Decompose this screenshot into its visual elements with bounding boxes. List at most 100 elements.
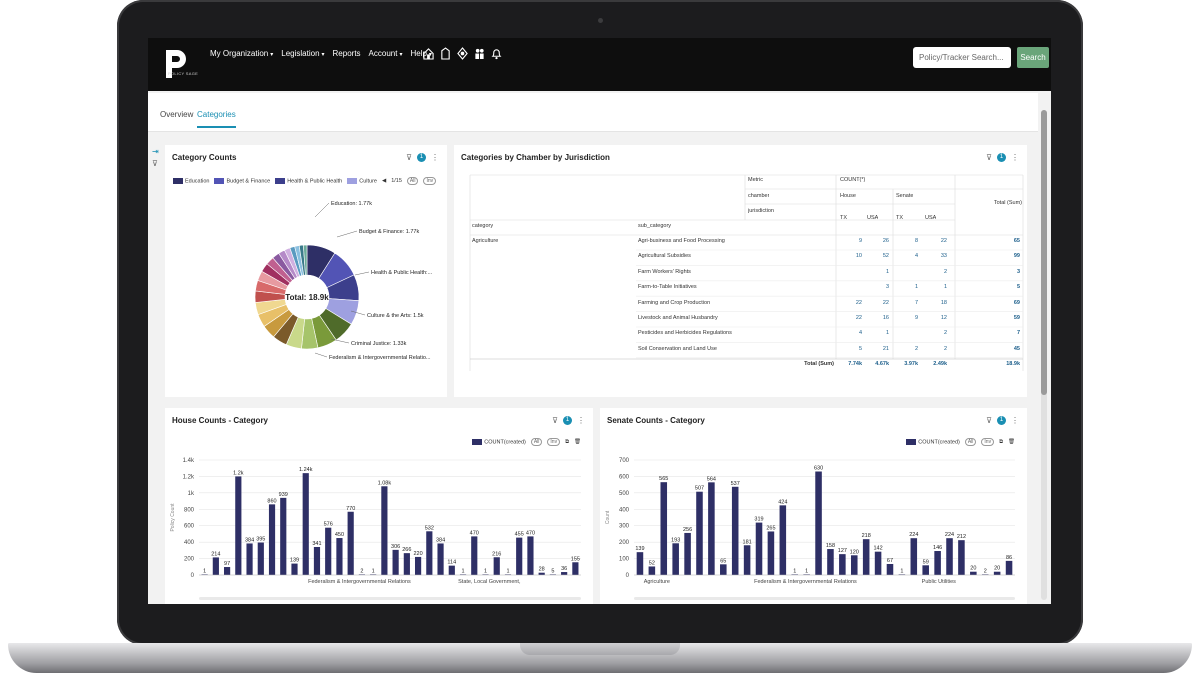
bar-value-label: 65 [720, 558, 726, 564]
bar [958, 540, 965, 575]
bar [291, 563, 298, 575]
bar [827, 549, 834, 575]
legend-invert-button[interactable]: Inv [423, 177, 437, 185]
filter-count-badge[interactable]: 1 [997, 153, 1006, 162]
y-tick-label: 700 [619, 458, 630, 464]
panel-title: Senate Counts - Category [607, 416, 705, 425]
bell-icon[interactable] [491, 47, 502, 60]
pivot-header-house: House [840, 193, 856, 199]
bar [212, 557, 219, 575]
filter-count-badge[interactable]: 1 [417, 153, 426, 162]
pivot-value-cell: 4 [914, 253, 918, 260]
legend-item[interactable]: Budget & Finance [214, 177, 270, 184]
more-options-icon[interactable]: ⋮ [577, 416, 585, 425]
pivot-header-jurisdiction: jurisdiction [748, 208, 774, 214]
network-icon[interactable] [457, 47, 468, 60]
bar-value-label: 939 [279, 492, 288, 498]
tab-overview[interactable]: Overview [160, 110, 194, 119]
home-icon[interactable] [423, 47, 434, 60]
search-button[interactable]: Search [1017, 47, 1049, 68]
bar [392, 549, 399, 575]
bar [426, 531, 433, 575]
bar-value-label: 2 [984, 568, 987, 574]
pivot-value-cell: 26 [882, 238, 889, 244]
legend-all-button[interactable]: All [406, 177, 419, 185]
filter-icon[interactable]: ⊽ [986, 153, 992, 162]
page-scrollbar[interactable] [1041, 110, 1047, 600]
bar [471, 536, 478, 575]
pivot-value-cell: 2 [943, 345, 947, 352]
bar-value-label: 142 [873, 546, 882, 552]
copy-icon[interactable]: ⧉ [999, 438, 1004, 445]
x-tick-label: State, Local Government, [458, 579, 521, 585]
filter-count-badge[interactable]: 1 [997, 416, 1006, 425]
legend-item[interactable]: Culture [347, 177, 377, 184]
bar-value-label: 470 [470, 530, 479, 536]
bar [696, 491, 703, 575]
filter-icon[interactable]: ⊽ [986, 416, 992, 425]
trash-icon[interactable]: 🗑 [1008, 439, 1015, 445]
legend-prev-icon[interactable]: ◀ [381, 178, 387, 184]
legend-item[interactable]: COUNT(created) [472, 438, 526, 445]
pivot-footer-value: 2.49k [933, 361, 947, 367]
menu-reports[interactable]: Reports [332, 49, 361, 58]
pivot-footer-total: 18.9k [1006, 361, 1020, 367]
tag-icon[interactable] [440, 47, 451, 60]
legend-all-button[interactable]: All [964, 438, 977, 446]
filter-count-badge[interactable]: 1 [563, 416, 572, 425]
pivot-value-cell: 1 [914, 284, 918, 291]
bar-value-label: 564 [707, 476, 716, 482]
legend-all-button[interactable]: All [530, 438, 543, 446]
filter-icon[interactable]: ⊽ [152, 159, 158, 168]
bar-value-label: 114 [447, 560, 456, 566]
scrollbar-thumb[interactable] [1041, 110, 1047, 395]
pie-slice-label: Culture & the Arts: 1.5k [367, 313, 424, 319]
house-legend: COUNT(created) All Inv ⧉ 🗑 [472, 438, 581, 446]
trash-icon[interactable]: 🗑 [574, 439, 581, 445]
bar [815, 471, 822, 575]
y-tick-label: 0 [626, 573, 630, 579]
bar [636, 552, 644, 575]
pivot-subcategory-cell: Farm-to-Table Initiatives [638, 284, 697, 291]
bar-value-label: 218 [862, 533, 871, 539]
legend-invert-button[interactable]: Inv [547, 438, 561, 446]
people-icon[interactable] [474, 47, 485, 60]
pivot-value-cell: 7 [914, 299, 918, 306]
filter-icon[interactable]: ⊽ [406, 153, 412, 162]
filter-icon[interactable]: ⊽ [552, 416, 558, 425]
legend-item[interactable]: COUNT(created) [906, 438, 960, 445]
menu-my-organization[interactable]: My Organization ▾ [210, 49, 274, 58]
legend-invert-button[interactable]: Inv [981, 438, 995, 446]
menu-account[interactable]: Account ▾ [368, 49, 403, 58]
y-axis-label: Policy Count [170, 503, 176, 532]
bar [538, 572, 545, 575]
policy-search-input[interactable]: Policy/Tracker Search... [913, 47, 1011, 68]
bar-value-label: 395 [256, 537, 265, 543]
legend-item[interactable]: Education [173, 177, 209, 184]
pivot-column-header: TX [896, 215, 904, 221]
bar [839, 554, 846, 575]
bar [414, 556, 422, 575]
bar-value-label: 1 [805, 568, 808, 574]
legend-page: 1/15 [391, 178, 402, 184]
menu-legislation[interactable]: Legislation ▾ [281, 49, 325, 58]
pivot-header-subcategory: sub_category [638, 223, 672, 229]
tab-categories[interactable]: Categories [197, 110, 236, 128]
copy-icon[interactable]: ⧉ [565, 438, 570, 445]
bar [874, 551, 882, 575]
pivot-value-cell: 21 [882, 345, 889, 352]
panel-title: House Counts - Category [172, 416, 269, 425]
expand-icon[interactable]: ⇥ [152, 147, 159, 156]
house-counts-panel: House Counts - Category ⊽ 1 ⋮ COUNT(crea… [165, 408, 593, 604]
pie-hole [285, 275, 329, 319]
pivot-grid [469, 174, 1024, 371]
more-options-icon[interactable]: ⋮ [1011, 153, 1019, 162]
bar [934, 551, 941, 575]
more-options-icon[interactable]: ⋮ [1011, 416, 1019, 425]
bar-value-label: 28 [539, 567, 545, 573]
policy-sage-logo[interactable] [162, 44, 192, 84]
legend-item[interactable]: Health & Public Health [275, 177, 342, 184]
pivot-value-cell: 22 [882, 299, 889, 306]
menu-help[interactable]: Help ▾ [410, 49, 432, 58]
more-options-icon[interactable]: ⋮ [431, 153, 439, 162]
